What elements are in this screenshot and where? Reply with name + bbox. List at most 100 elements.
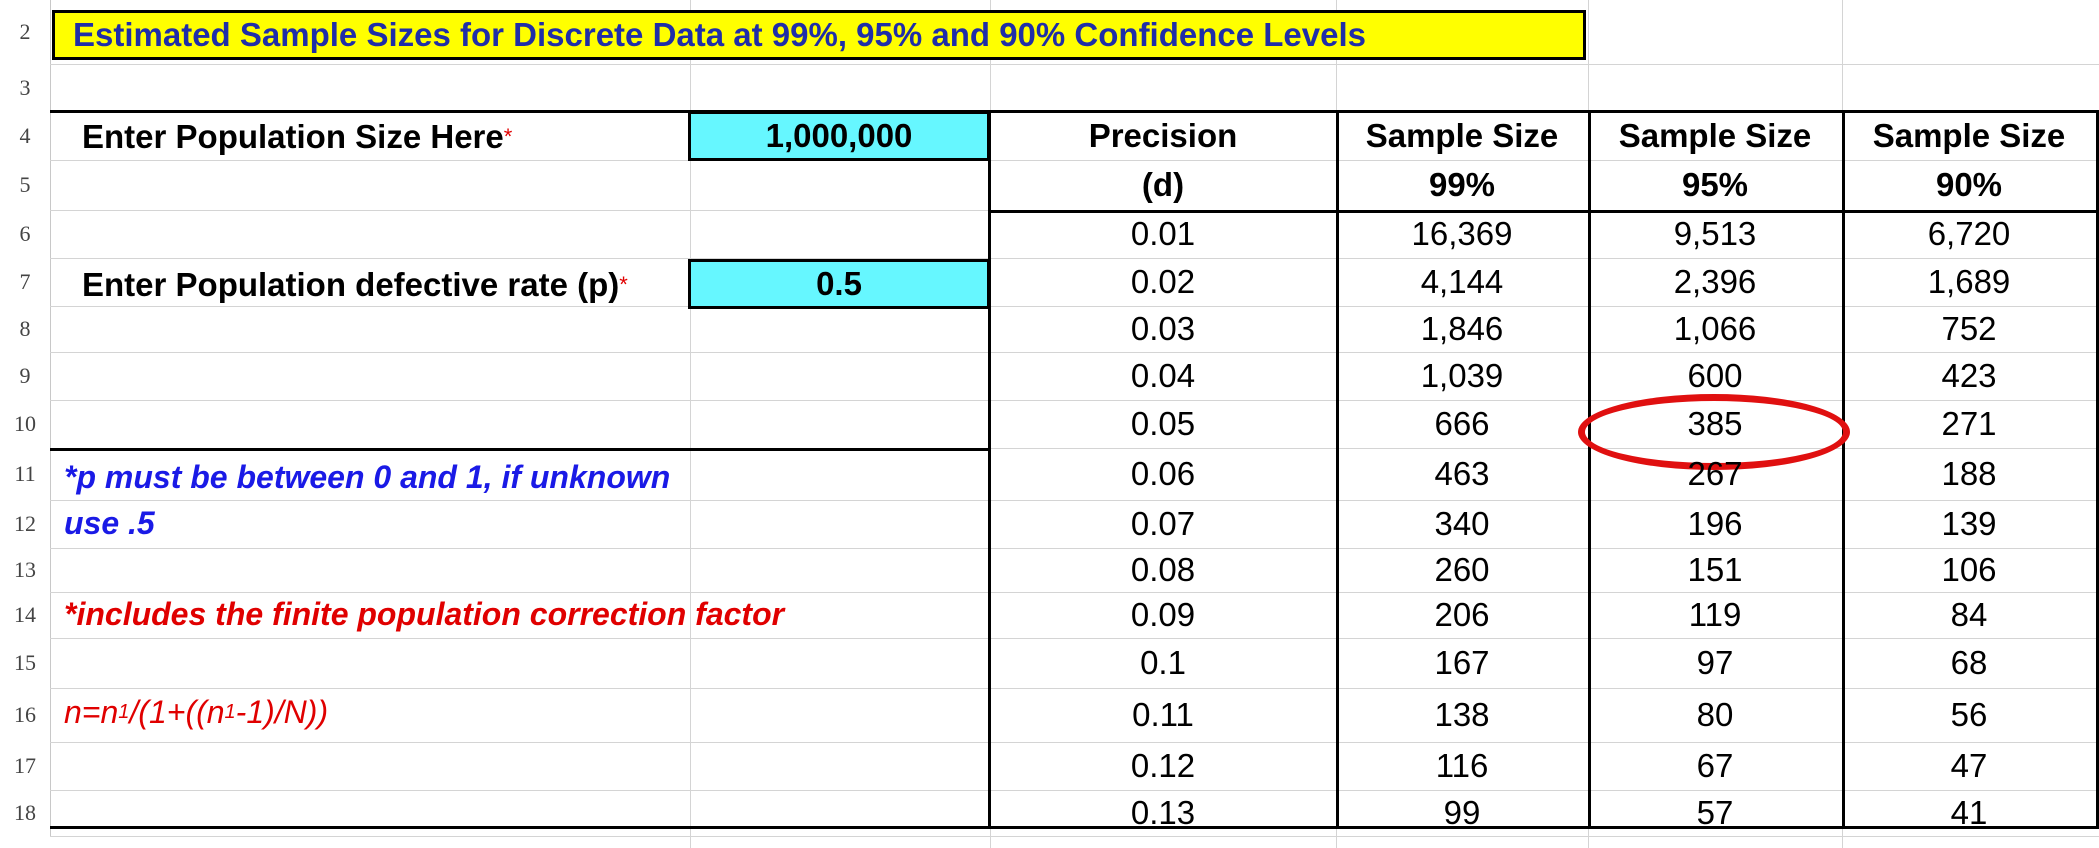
sheet-row: 15 xyxy=(0,638,2099,688)
population-size-label: Enter Population Size Here * xyxy=(52,114,688,160)
sample-size-cell[interactable]: 1,066 xyxy=(1673,310,1757,347)
sheet-row: 13 xyxy=(0,548,2099,592)
gridline xyxy=(50,306,2099,307)
row-number[interactable]: 2 xyxy=(0,0,51,64)
sample-size-cell[interactable]: 84 xyxy=(1950,596,1988,633)
sample-size-cell[interactable]: 106 xyxy=(1941,551,1997,588)
precision-cell[interactable]: 0.09 xyxy=(1130,596,1196,633)
row-number[interactable]: 7 xyxy=(0,258,51,306)
sample-size-cell[interactable]: 80 xyxy=(1696,696,1734,733)
precision-cell[interactable]: 0.12 xyxy=(1130,747,1196,784)
precision-cell[interactable]: 0.03 xyxy=(1130,310,1196,347)
sheet-row: 10 xyxy=(0,400,2099,448)
precision-cell[interactable]: 0.06 xyxy=(1130,455,1196,492)
border xyxy=(990,210,2099,213)
precision-cell[interactable]: 0.01 xyxy=(1130,215,1196,252)
sample-size-cell[interactable]: 119 xyxy=(1688,596,1742,633)
sample-size-cell[interactable]: 139 xyxy=(1941,505,1997,542)
gridline xyxy=(50,638,2099,639)
precision-cell[interactable]: 0.11 xyxy=(1132,696,1194,733)
sample-size-cell[interactable]: 1,846 xyxy=(1420,310,1504,347)
sample-size-cell[interactable]: 47 xyxy=(1950,747,1988,784)
row-number[interactable]: 3 xyxy=(0,64,51,112)
sample-size-cell[interactable]: 340 xyxy=(1434,505,1490,542)
sample-size-cell[interactable]: 57 xyxy=(1696,794,1734,831)
sample-size-cell[interactable]: 752 xyxy=(1941,310,1997,347)
sample-size-cell[interactable]: 260 xyxy=(1434,551,1490,588)
border xyxy=(1588,110,1591,829)
row-number[interactable]: 9 xyxy=(0,352,51,400)
sample-size-cell[interactable]: 138 xyxy=(1434,696,1490,733)
sample-size-cell[interactable]: 267 xyxy=(1687,455,1743,492)
table-header-sub: 90% xyxy=(1935,166,2003,203)
sheet-row: 2 xyxy=(0,0,2099,64)
sample-size-cell[interactable]: 6,720 xyxy=(1927,215,2011,252)
defective-rate-input[interactable]: 0.5 xyxy=(688,259,990,309)
row-number[interactable]: 5 xyxy=(0,160,51,210)
sample-size-cell[interactable]: 271 xyxy=(1941,405,1997,442)
sample-size-cell[interactable]: 56 xyxy=(1950,696,1988,733)
border xyxy=(50,110,2099,113)
sheet-row: 6 xyxy=(0,210,2099,258)
sample-size-cell[interactable]: 1,689 xyxy=(1927,263,2011,300)
sheet-row: 17 xyxy=(0,742,2099,790)
gridline xyxy=(50,742,2099,743)
sample-size-cell[interactable]: 196 xyxy=(1687,505,1743,542)
sample-size-cell[interactable]: 9,513 xyxy=(1673,215,1757,252)
sheet-row: 14 xyxy=(0,592,2099,638)
row-number[interactable]: 13 xyxy=(0,548,51,592)
precision-cell[interactable]: 0.05 xyxy=(1130,405,1196,442)
row-number[interactable]: 11 xyxy=(0,448,51,500)
sample-size-cell[interactable]: 206 xyxy=(1434,596,1490,633)
sample-size-cell[interactable]: 385 xyxy=(1687,405,1743,442)
sample-size-cell[interactable]: 99 xyxy=(1443,794,1481,831)
formula-part: -1)/N)) xyxy=(235,693,329,730)
precision-cell[interactable]: 0.08 xyxy=(1130,551,1196,588)
sample-size-cell[interactable]: 16,369 xyxy=(1411,215,1513,252)
gridline xyxy=(50,790,2099,791)
sample-size-cell[interactable]: 167 xyxy=(1434,644,1490,681)
sample-size-cell[interactable]: 2,396 xyxy=(1673,263,1757,300)
sample-size-cell[interactable]: 116 xyxy=(1435,747,1489,784)
row-number[interactable]: 12 xyxy=(0,500,51,548)
precision-cell[interactable]: 0.02 xyxy=(1130,263,1196,300)
population-size-input[interactable]: 1,000,000 xyxy=(688,111,990,161)
row-number[interactable]: 15 xyxy=(0,638,51,688)
sheet-row: 16 xyxy=(0,688,2099,742)
sheet-row: 4 xyxy=(0,112,2099,160)
row-number[interactable]: 4 xyxy=(0,112,51,160)
gridline xyxy=(50,500,2099,501)
row-number[interactable]: 10 xyxy=(0,400,51,448)
sample-size-cell[interactable]: 68 xyxy=(1950,644,1988,681)
sample-size-cell[interactable]: 151 xyxy=(1687,551,1743,588)
row-number[interactable]: 6 xyxy=(0,210,51,258)
row-number[interactable]: 17 xyxy=(0,742,51,790)
sample-size-cell[interactable]: 423 xyxy=(1941,357,1997,394)
table-header-sub: (d) xyxy=(1141,166,1185,203)
sample-size-cell[interactable]: 463 xyxy=(1434,455,1490,492)
sample-size-cell[interactable]: 41 xyxy=(1950,794,1988,831)
border xyxy=(1336,110,1339,829)
border xyxy=(1842,110,1845,829)
precision-cell[interactable]: 0.1 xyxy=(1140,644,1186,681)
sample-size-formula: n=n 1/(1+((n 1 -1)/N)) xyxy=(52,686,328,738)
precision-cell[interactable]: 0.04 xyxy=(1130,357,1196,394)
row-number[interactable]: 14 xyxy=(0,592,51,638)
sample-size-cell[interactable]: 4,144 xyxy=(1420,263,1504,300)
p-note-line2: use .5 xyxy=(64,504,155,541)
sample-size-cell[interactable]: 600 xyxy=(1687,357,1743,394)
sample-size-cell[interactable]: 67 xyxy=(1696,747,1734,784)
sheet-row: 8 xyxy=(0,306,2099,352)
sample-size-cell[interactable]: 97 xyxy=(1696,644,1734,681)
precision-cell[interactable]: 0.13 xyxy=(1130,794,1196,831)
row-number[interactable]: 8 xyxy=(0,306,51,352)
row-number[interactable]: 18 xyxy=(0,790,51,836)
sample-size-cell[interactable]: 1,039 xyxy=(1420,357,1504,394)
row-number[interactable]: 16 xyxy=(0,688,51,742)
table-header: Sample Size xyxy=(1618,117,1812,154)
precision-cell[interactable]: 0.07 xyxy=(1130,505,1196,542)
table-header: Sample Size xyxy=(1872,117,2066,154)
gridline xyxy=(50,548,2099,549)
sample-size-cell[interactable]: 666 xyxy=(1434,405,1490,442)
sample-size-cell[interactable]: 188 xyxy=(1941,455,1997,492)
